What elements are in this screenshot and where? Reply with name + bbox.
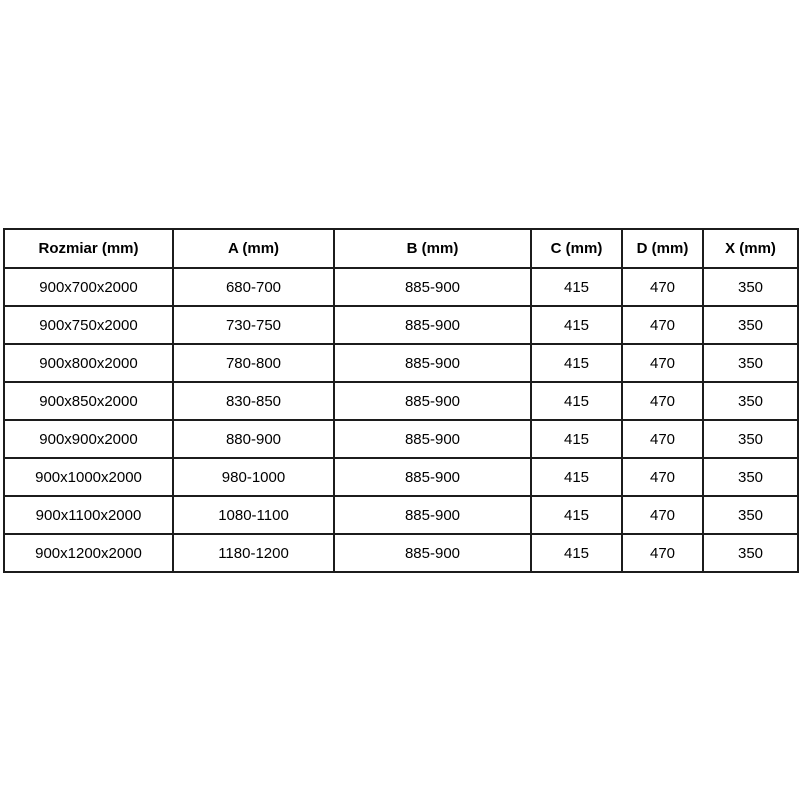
table-row: 900x750x2000 730-750 885-900 415 470 350 [3,305,799,345]
table-cell: 730-750 [172,305,335,345]
header-cell: Rozmiar (mm) [3,228,174,269]
table-cell: 980-1000 [172,457,335,497]
table-cell: 900x900x2000 [3,419,174,459]
table-cell: 830-850 [172,381,335,421]
table-cell: 350 [702,495,799,535]
table-row: 900x700x2000 680-700 885-900 415 470 350 [3,267,799,307]
table-row: 900x1200x2000 1180-1200 885-900 415 470 350 [3,533,799,573]
table-cell: 885-900 [333,343,532,383]
table-cell: 885-900 [333,457,532,497]
table-body: 900x700x2000 680-700 885-900 415 470 350 900x7… [3,267,799,573]
table-cell: 900x1100x2000 [3,495,174,535]
table-cell: 470 [621,419,704,459]
table-cell: 470 [621,457,704,497]
table-cell: 885-900 [333,495,532,535]
table-cell: 900x800x2000 [3,343,174,383]
table-header: Rozmiar (mm) A (mm) B (mm) C (mm) D (mm) X (m… [3,228,799,269]
table-cell: 470 [621,305,704,345]
header-cell: X (mm) [702,228,799,269]
table-cell: 900x750x2000 [3,305,174,345]
table-cell: 415 [530,267,623,307]
table-row: 900x1000x2000 980-1000 885-900 415 470 350 [3,457,799,497]
dimensions-table-container: Rozmiar (mm) A (mm) B (mm) C (mm) D (mm) X (m… [3,228,799,573]
table-cell: 900x700x2000 [3,267,174,307]
table-cell: 470 [621,495,704,535]
table-cell: 415 [530,533,623,573]
header-row: Rozmiar (mm) A (mm) B (mm) C (mm) D (mm) X (m… [3,228,799,269]
table-row: 900x850x2000 830-850 885-900 415 470 350 [3,381,799,421]
header-cell: A (mm) [172,228,335,269]
table-cell: 780-800 [172,343,335,383]
table-cell: 880-900 [172,419,335,459]
header-cell: B (mm) [333,228,532,269]
table-cell: 1080-1100 [172,495,335,535]
table-cell: 415 [530,457,623,497]
table-cell: 680-700 [172,267,335,307]
table-cell: 350 [702,381,799,421]
header-cell: C (mm) [530,228,623,269]
table-cell: 350 [702,343,799,383]
table-cell: 415 [530,343,623,383]
table-cell: 470 [621,381,704,421]
table-row: 900x1100x2000 1080-1100 885-900 415 470 350 [3,495,799,535]
table-cell: 470 [621,533,704,573]
table-cell: 415 [530,305,623,345]
header-cell: D (mm) [621,228,704,269]
table-row: 900x900x2000 880-900 885-900 415 470 350 [3,419,799,459]
table-cell: 900x850x2000 [3,381,174,421]
table-cell: 885-900 [333,419,532,459]
table-cell: 350 [702,419,799,459]
table-cell: 350 [702,305,799,345]
table-cell: 470 [621,343,704,383]
dimensions-table: Rozmiar (mm) A (mm) B (mm) C (mm) D (mm) X (m… [3,228,799,573]
table-cell: 350 [702,457,799,497]
table-cell: 885-900 [333,267,532,307]
table-cell: 415 [530,495,623,535]
table-cell: 885-900 [333,381,532,421]
table-cell: 885-900 [333,533,532,573]
table-cell: 1180-1200 [172,533,335,573]
table-cell: 470 [621,267,704,307]
table-cell: 415 [530,381,623,421]
table-cell: 885-900 [333,305,532,345]
table-cell: 350 [702,533,799,573]
table-cell: 350 [702,267,799,307]
table-row: 900x800x2000 780-800 885-900 415 470 350 [3,343,799,383]
table-cell: 900x1200x2000 [3,533,174,573]
table-cell: 900x1000x2000 [3,457,174,497]
table-cell: 415 [530,419,623,459]
